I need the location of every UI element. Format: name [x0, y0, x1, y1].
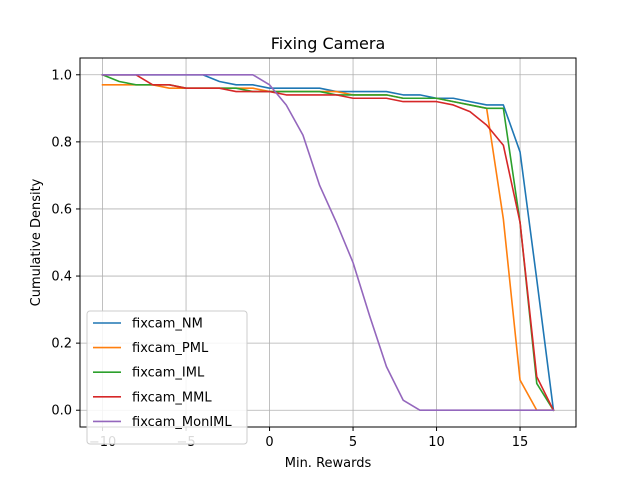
series-line-fixcam_MML — [101, 73, 555, 412]
x-tick-label: 10 — [428, 435, 445, 450]
x-axis-title: Min. Rewards — [285, 456, 372, 471]
legend: fixcam_NM fixcam_PML fixcam_IML fixcam_MMLf… — [86, 310, 248, 445]
y-tick-label: 1.0 — [51, 68, 72, 83]
y-tick-label: 0.4 — [51, 270, 72, 285]
x-tick-label: 0 — [265, 435, 273, 450]
y-axis-title: Cumulative Density — [29, 178, 44, 306]
x-tick-label: 15 — [512, 435, 529, 450]
legend-label: fixcam_NM — [132, 317, 203, 332]
legend-frame — [86, 310, 248, 445]
legend-label: fixcam_MML — [132, 390, 212, 405]
y-tick-label: 0.2 — [51, 337, 72, 352]
legend-label: fixcam_MonIML — [132, 415, 232, 430]
series-lines — [101, 73, 555, 412]
legend-label: fixcam_IML — [132, 366, 205, 381]
y-tick-label: 0.0 — [51, 404, 72, 419]
chart-title: Fixing Camera — [271, 34, 386, 53]
y-tick-label: 0.6 — [51, 202, 72, 217]
x-tick-label: 5 — [349, 435, 357, 450]
plot-area-frame — [79, 57, 577, 428]
legend-label: fixcam_PML — [132, 341, 209, 356]
y-tick-label: 0.8 — [51, 135, 72, 150]
series-line-fixcam_MonIML — [101, 73, 555, 412]
